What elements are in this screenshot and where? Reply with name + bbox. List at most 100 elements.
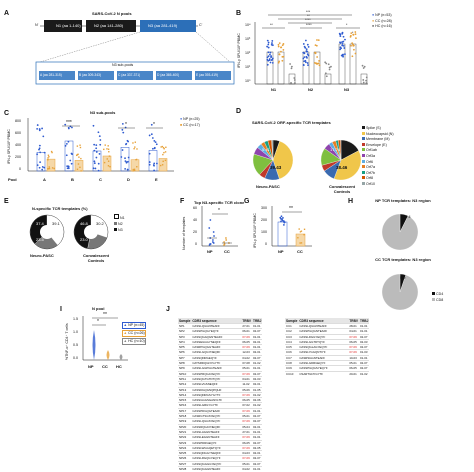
data-point xyxy=(153,162,156,165)
cdr3-cell: CASRGTSGSYEQYF xyxy=(191,413,242,419)
data-point xyxy=(69,159,72,162)
data-point xyxy=(324,61,327,64)
d-legend-label: Orf7b xyxy=(366,170,375,175)
data-point xyxy=(352,48,355,51)
trbv-cell: 06-05 xyxy=(241,338,253,345)
bar xyxy=(313,51,321,85)
data-point xyxy=(350,44,352,47)
trbj-cell: 02-03 xyxy=(359,338,370,345)
d-np-pie-slice xyxy=(272,140,294,180)
data-point xyxy=(212,239,214,241)
data-point xyxy=(342,40,345,43)
bar xyxy=(64,140,74,172)
panel-d-label: D xyxy=(236,108,242,115)
data-point xyxy=(106,158,108,160)
data-point xyxy=(303,52,306,54)
data-point xyxy=(41,168,44,171)
trbj-cell: 02-01 xyxy=(252,338,263,345)
col-cdr3: CDR3 sequence xyxy=(191,318,242,324)
data-point xyxy=(317,62,320,65)
data-point xyxy=(349,34,352,37)
pool-n3-box xyxy=(140,20,196,32)
d-legend-label: Orf6 xyxy=(366,159,373,164)
panel-e-title: N-specific TCR templates (%) xyxy=(32,206,88,211)
cdr3-cell: CASSLGGPGGTEAFF xyxy=(191,365,242,372)
data-point xyxy=(267,43,270,46)
trbj-cell: 01-01 xyxy=(252,407,263,414)
table-row: NP4 CASSEGGGYNEQFF 06-05 02-01 xyxy=(178,338,263,345)
data-point xyxy=(318,64,321,67)
data-point xyxy=(67,140,70,143)
data-point xyxy=(103,148,105,151)
b-sig-0: *** xyxy=(306,10,311,14)
data-point xyxy=(269,53,271,56)
pool-n2-box xyxy=(86,20,136,32)
data-point xyxy=(151,137,154,139)
panel-c-legend: ● NP (n=25) ■ CC (n=17) xyxy=(180,117,200,127)
data-point xyxy=(70,152,73,155)
e-np-name: Neuro-PASC xyxy=(30,253,54,258)
h-np-small: 7.4 xyxy=(405,214,411,219)
e-cc-v0: 30.2 xyxy=(96,221,104,226)
d-legend-label: Spike (S) xyxy=(366,126,381,130)
data-point xyxy=(351,42,354,45)
data-point xyxy=(132,170,134,172)
data-point xyxy=(162,160,164,163)
f-group-cc: CC xyxy=(224,249,230,254)
data-point xyxy=(39,151,42,154)
sample-cell: NP26 xyxy=(178,455,192,462)
data-point xyxy=(36,128,39,130)
sample-cell: CC7 xyxy=(285,354,299,361)
data-point xyxy=(280,215,283,218)
trbv-cell: 12-03 xyxy=(241,349,253,356)
data-point xyxy=(48,167,51,170)
data-point xyxy=(303,233,305,236)
c-legend-np-icon: ● xyxy=(180,117,183,121)
sample-cell: NP16 xyxy=(178,402,192,409)
pool-n3-label: N3 (aa 281-419) xyxy=(148,23,178,28)
data-point xyxy=(107,145,109,147)
data-point xyxy=(354,33,357,36)
data-point xyxy=(99,143,102,146)
data-point xyxy=(64,123,67,126)
i-legend-cc-icon: ▲ xyxy=(123,330,128,335)
data-point xyxy=(354,31,357,33)
c-pool-d: D xyxy=(127,177,130,182)
sample-cell: NP14 xyxy=(178,391,192,398)
data-point xyxy=(70,162,73,165)
b-group-n3: N3 xyxy=(344,87,350,92)
trbv-cell: 07-09 xyxy=(241,444,253,451)
trbj-cell: 02-07 xyxy=(252,455,263,462)
data-point xyxy=(270,59,273,62)
trbj-cell: 02-07 xyxy=(252,328,263,335)
data-point xyxy=(92,167,95,170)
i-legend-cc: CC (n=26) xyxy=(128,330,145,335)
d-legend-label: Nucleocapsid (N) xyxy=(366,131,394,136)
data-point xyxy=(306,62,309,64)
data-point xyxy=(97,169,100,172)
data-point xyxy=(293,79,296,81)
data-point xyxy=(164,151,167,153)
i-legend-np: NP (n=45) xyxy=(128,322,145,327)
cdr3-cell: CASSLYGGQNTIYF xyxy=(298,349,349,356)
trbj-cell: 01-01 xyxy=(359,354,370,361)
data-point xyxy=(66,165,69,168)
e-np-v2: 37.4 xyxy=(36,221,44,226)
data-point xyxy=(282,55,285,58)
legend-hc-icon: ■ xyxy=(372,24,375,29)
data-point xyxy=(212,242,215,244)
data-point xyxy=(67,127,70,130)
c-sig-2: * xyxy=(153,122,155,128)
h-legend-cd4-icon xyxy=(432,292,435,295)
g-ytick-3: 0 xyxy=(265,242,267,246)
data-point xyxy=(162,153,164,156)
data-point xyxy=(352,33,355,36)
legend-swatch-icon xyxy=(362,159,365,163)
cdr3-cell: CASSLQGGNTEAFF xyxy=(298,322,349,329)
c-sig-1: * xyxy=(125,122,127,128)
data-point xyxy=(104,144,106,146)
c-terminus-label: C' xyxy=(199,23,203,27)
data-point xyxy=(95,147,98,150)
cdr3-cell: CASSQGTGTDTQYF xyxy=(191,375,242,382)
